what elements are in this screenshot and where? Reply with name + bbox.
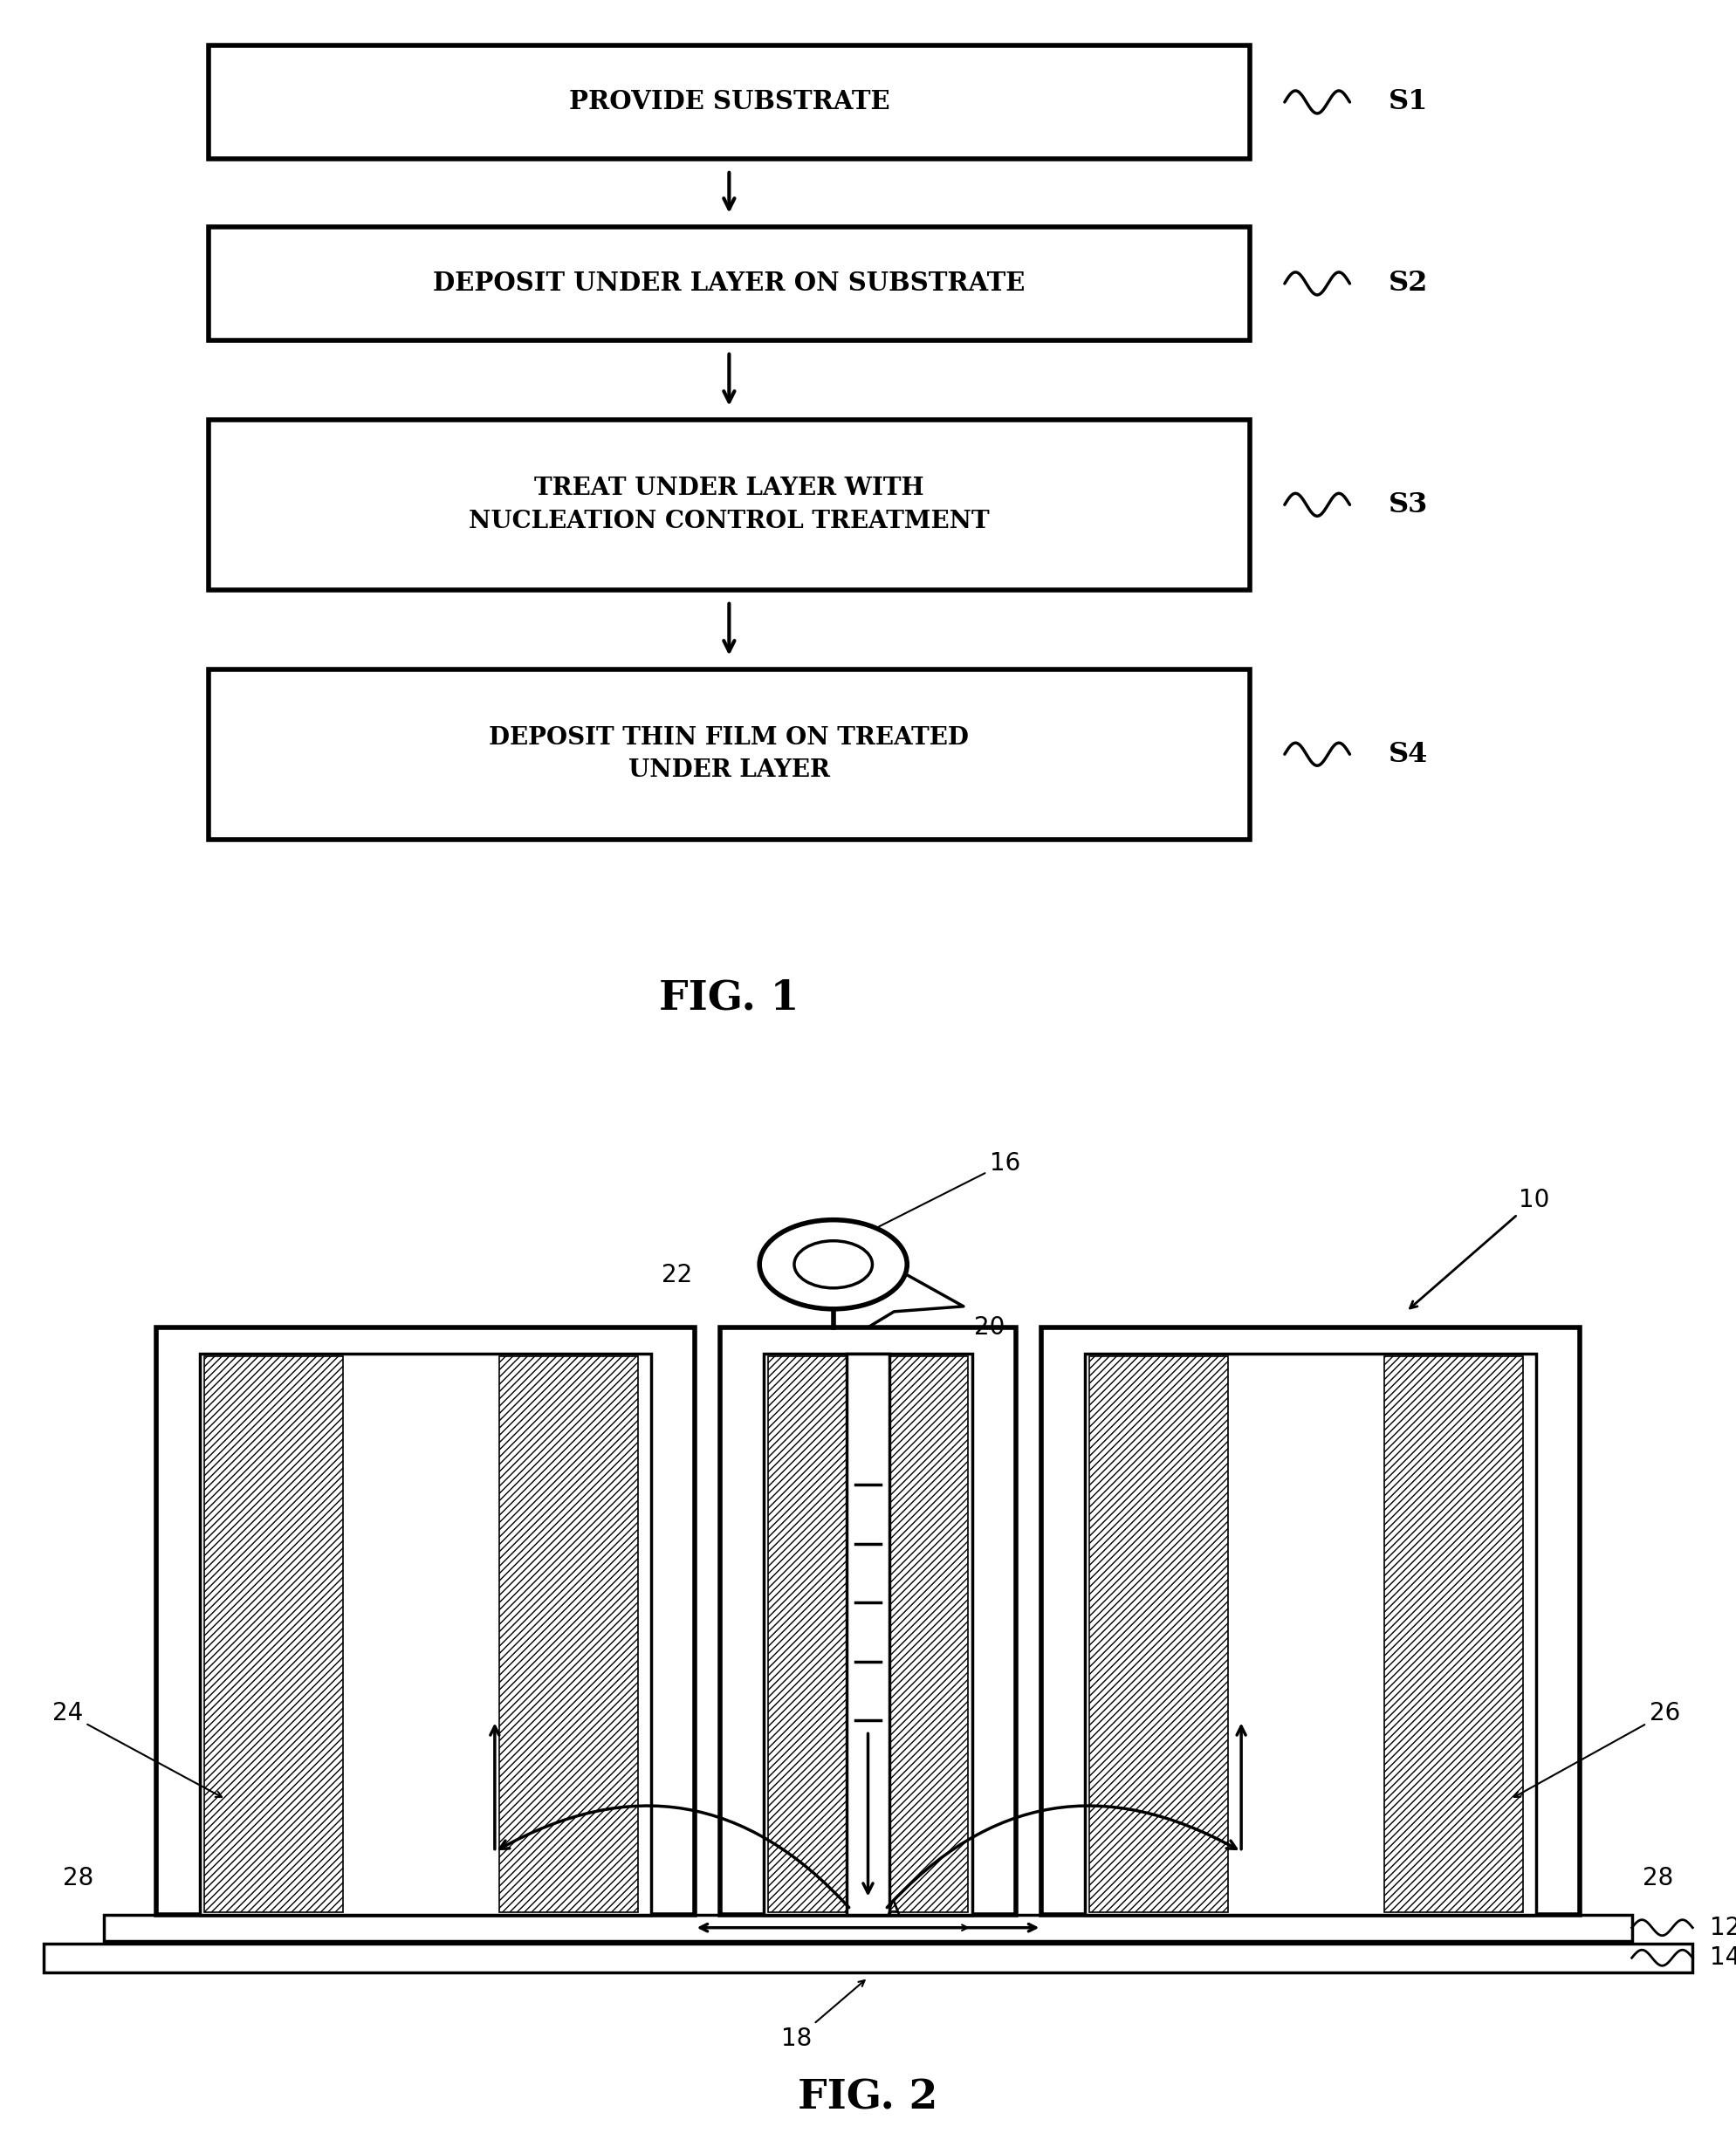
Bar — [767, 1357, 847, 1911]
Text: S1: S1 — [1389, 88, 1429, 116]
Text: S2: S2 — [1389, 270, 1429, 297]
Bar — [43, 1943, 1693, 1973]
Bar — [208, 227, 1250, 340]
Text: 28: 28 — [62, 1866, 94, 1890]
Bar — [104, 1915, 1632, 1941]
Bar — [1384, 1357, 1522, 1911]
Bar — [200, 1352, 651, 1915]
Bar — [1042, 1327, 1580, 1915]
Bar — [208, 419, 1250, 591]
Text: 12: 12 — [1710, 1915, 1736, 1939]
Text: 24: 24 — [52, 1701, 222, 1798]
Bar — [720, 1327, 1016, 1915]
FancyArrowPatch shape — [887, 1806, 1236, 1907]
Text: A: A — [885, 1900, 901, 1920]
Text: 18: 18 — [781, 1980, 865, 2050]
Bar — [1090, 1357, 1229, 1911]
Circle shape — [793, 1241, 871, 1288]
Bar — [1085, 1352, 1536, 1915]
Text: 20: 20 — [974, 1316, 1005, 1340]
Bar — [847, 1352, 889, 1915]
Circle shape — [759, 1220, 906, 1310]
Text: S4: S4 — [1389, 740, 1429, 768]
Bar — [208, 670, 1250, 839]
Bar — [500, 1357, 637, 1911]
Text: S3: S3 — [1389, 492, 1429, 518]
Text: 16: 16 — [878, 1151, 1021, 1226]
Text: 14: 14 — [1710, 1945, 1736, 1971]
Bar — [208, 45, 1250, 158]
FancyArrowPatch shape — [500, 1806, 849, 1907]
Bar — [156, 1327, 694, 1915]
Text: 10: 10 — [1410, 1188, 1550, 1308]
Text: TREAT UNDER LAYER WITH
NUCLEATION CONTROL TREATMENT: TREAT UNDER LAYER WITH NUCLEATION CONTRO… — [469, 477, 990, 533]
Text: 28: 28 — [1642, 1866, 1674, 1890]
Text: DEPOSIT THIN FILM ON TREATED
UNDER LAYER: DEPOSIT THIN FILM ON TREATED UNDER LAYER — [490, 725, 969, 783]
Text: FIG. 2: FIG. 2 — [799, 2078, 937, 2119]
Text: 22: 22 — [661, 1263, 693, 1286]
Bar — [764, 1352, 972, 1915]
Text: 26: 26 — [1514, 1701, 1680, 1798]
Text: DEPOSIT UNDER LAYER ON SUBSTRATE: DEPOSIT UNDER LAYER ON SUBSTRATE — [432, 272, 1026, 295]
Text: FIG. 1: FIG. 1 — [660, 978, 799, 1019]
Text: PROVIDE SUBSTRATE: PROVIDE SUBSTRATE — [569, 90, 889, 116]
Bar — [889, 1357, 969, 1911]
Bar — [205, 1357, 342, 1911]
